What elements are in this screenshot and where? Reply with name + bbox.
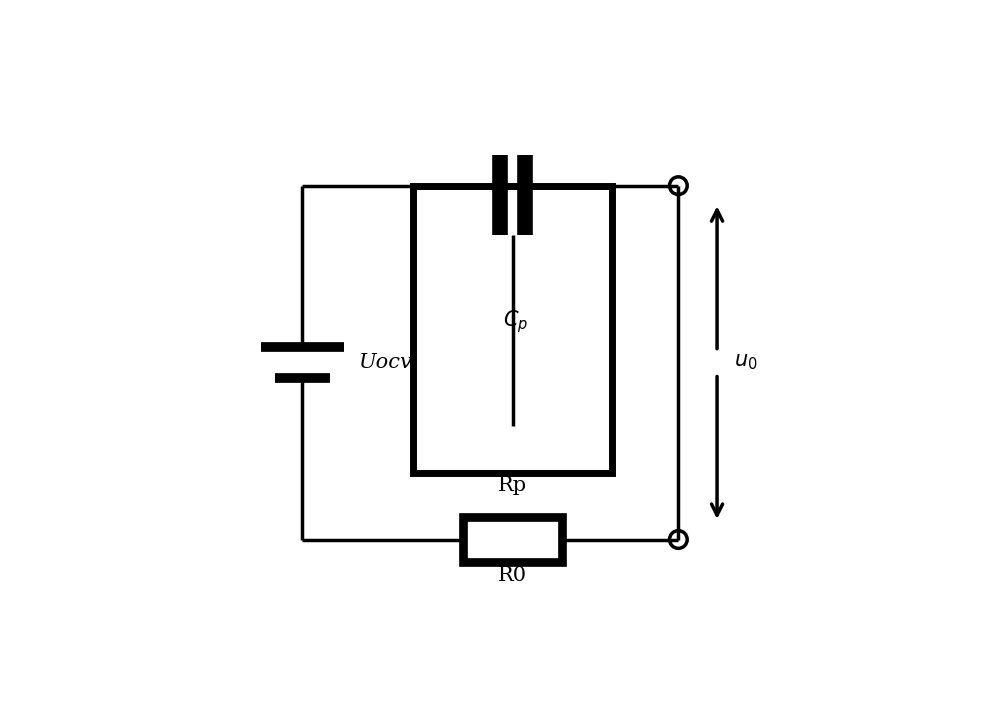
Text: R0: R0 bbox=[498, 566, 527, 585]
Text: Rp: Rp bbox=[498, 476, 527, 495]
Bar bbox=[413, 186, 612, 473]
Text: Uocv: Uocv bbox=[358, 353, 411, 372]
Text: $u_0$: $u_0$ bbox=[734, 353, 757, 373]
Text: $C_p$: $C_p$ bbox=[503, 308, 528, 335]
Bar bbox=[463, 518, 562, 561]
Bar bbox=[466, 426, 559, 470]
